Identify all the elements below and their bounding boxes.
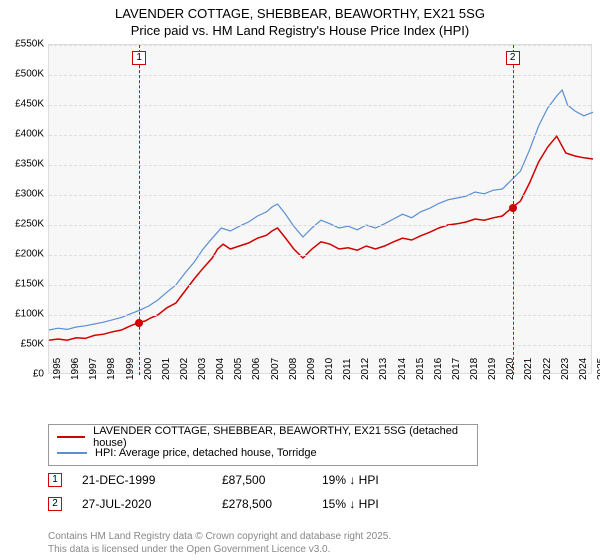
legend-item: LAVENDER COTTAGE, SHEBBEAR, BEAWORTHY, E… bbox=[57, 429, 469, 445]
chart-title: LAVENDER COTTAGE, SHEBBEAR, BEAWORTHY, E… bbox=[0, 0, 600, 21]
y-axis-label: £550K bbox=[4, 39, 44, 50]
plot-area: 12 bbox=[48, 44, 592, 374]
y-axis-label: £200K bbox=[4, 249, 44, 260]
event-dot bbox=[135, 319, 143, 327]
event-dot bbox=[509, 204, 517, 212]
y-axis-label: £350K bbox=[4, 159, 44, 170]
legend-swatch bbox=[57, 436, 85, 438]
sale-marker: 1 bbox=[48, 473, 62, 487]
footer-line: This data is licensed under the Open Gov… bbox=[48, 543, 391, 556]
sales-block: 1 21-DEC-1999 £87,500 19% ↓ HPI 2 27-JUL… bbox=[48, 468, 592, 516]
sale-date: 21-DEC-1999 bbox=[82, 473, 222, 487]
legend-label: HPI: Average price, detached house, Torr… bbox=[95, 447, 317, 459]
y-axis-label: £500K bbox=[4, 69, 44, 80]
event-marker: 2 bbox=[506, 51, 520, 65]
chart-subtitle: Price paid vs. HM Land Registry's House … bbox=[0, 21, 600, 38]
x-axis-label: 2025 bbox=[596, 358, 600, 380]
sale-marker: 2 bbox=[48, 497, 62, 511]
legend-swatch bbox=[57, 452, 87, 454]
chart-wrap: 12 £0£50K£100K£150K£200K£250K£300K£350K£… bbox=[0, 44, 600, 414]
y-axis-label: £250K bbox=[4, 219, 44, 230]
sale-pct: 15% ↓ HPI bbox=[322, 497, 442, 511]
sale-price: £87,500 bbox=[222, 473, 322, 487]
sale-date: 27-JUL-2020 bbox=[82, 497, 222, 511]
chart-container: LAVENDER COTTAGE, SHEBBEAR, BEAWORTHY, E… bbox=[0, 0, 600, 560]
y-axis-label: £100K bbox=[4, 309, 44, 320]
y-axis-label: £0 bbox=[4, 369, 44, 380]
sale-pct: 19% ↓ HPI bbox=[322, 473, 442, 487]
y-axis-label: £50K bbox=[4, 339, 44, 350]
sale-price: £278,500 bbox=[222, 497, 322, 511]
sale-row: 1 21-DEC-1999 £87,500 19% ↓ HPI bbox=[48, 468, 592, 492]
series-price-paid bbox=[49, 136, 593, 340]
event-marker: 1 bbox=[132, 51, 146, 65]
legend-box: LAVENDER COTTAGE, SHEBBEAR, BEAWORTHY, E… bbox=[48, 424, 478, 466]
legend-label: LAVENDER COTTAGE, SHEBBEAR, BEAWORTHY, E… bbox=[93, 425, 469, 449]
y-axis-label: £300K bbox=[4, 189, 44, 200]
y-axis-label: £400K bbox=[4, 129, 44, 140]
sale-row: 2 27-JUL-2020 £278,500 15% ↓ HPI bbox=[48, 492, 592, 516]
footer-line: Contains HM Land Registry data © Crown c… bbox=[48, 530, 391, 543]
y-axis-label: £450K bbox=[4, 99, 44, 110]
footer-attribution: Contains HM Land Registry data © Crown c… bbox=[48, 530, 391, 556]
y-axis-label: £150K bbox=[4, 279, 44, 290]
